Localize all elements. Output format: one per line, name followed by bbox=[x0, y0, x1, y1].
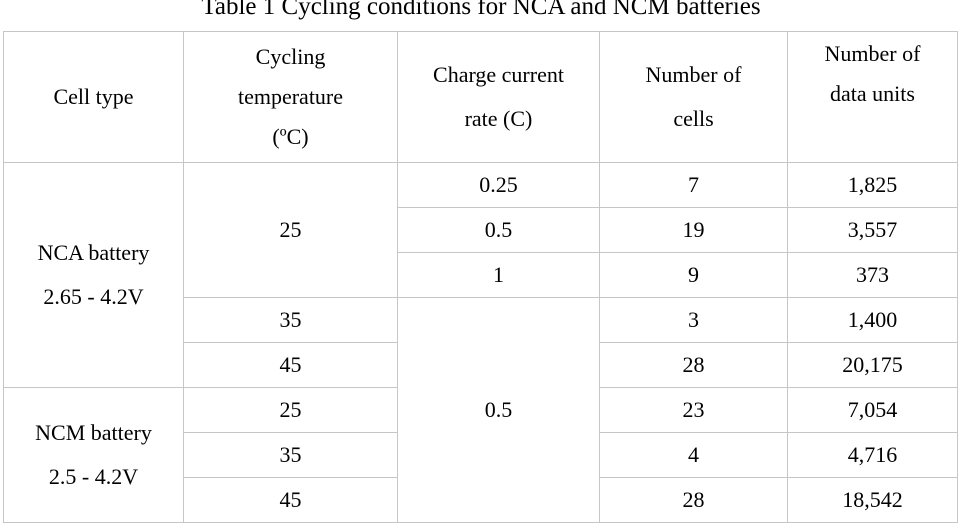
units-cell: 4,716 bbox=[787, 432, 958, 478]
header-temp-line-1: Cycling bbox=[255, 44, 326, 69]
units-cell: 20,175 bbox=[787, 342, 958, 388]
group-nca-battery: NCA battery 2.65 - 4.2V bbox=[3, 162, 184, 388]
table-row: NCA battery 2.65 - 4.2V 25 0.25 7 1,825 bbox=[3, 162, 958, 388]
header-units-line-2: data units bbox=[830, 81, 915, 106]
group-ncm-line-2: 2.5 - 4.2V bbox=[48, 464, 139, 489]
header-temp-line-3: (ºC) bbox=[272, 124, 309, 149]
temp-cell: 45 bbox=[183, 477, 398, 523]
temp-cell: 25 bbox=[183, 162, 398, 298]
cells-cell: 28 bbox=[599, 477, 788, 523]
temp-cell: 35 bbox=[183, 297, 398, 343]
units-cell: 1,825 bbox=[787, 162, 958, 208]
cells-cell: 4 bbox=[599, 432, 788, 478]
cells-cell: 3 bbox=[599, 297, 788, 343]
cycling-conditions-table: Cell type Cycling temperature (ºC) Charg… bbox=[3, 31, 958, 523]
group-ncm-battery: NCM battery 2.5 - 4.2V bbox=[3, 387, 184, 523]
rate-cell: 0.5 bbox=[397, 297, 600, 523]
group-ncm-line-1: NCM battery bbox=[35, 420, 152, 445]
units-cell: 18,542 bbox=[787, 477, 958, 523]
temp-cell: 25 bbox=[183, 387, 398, 433]
units-cell: 1,400 bbox=[787, 297, 958, 343]
table-row: 1 9 373 bbox=[4, 252, 958, 298]
units-cell: 3,557 bbox=[787, 207, 958, 253]
header-cycling-temperature: Cycling temperature (ºC) bbox=[183, 31, 398, 163]
header-cell-type: Cell type bbox=[3, 31, 184, 163]
table-row: 45 28 20,175 bbox=[4, 342, 958, 388]
header-units-line-1: Number of bbox=[824, 41, 921, 66]
header-number-of-data-units: Number of data units bbox=[787, 31, 958, 163]
header-rate-line-2: rate (C) bbox=[464, 106, 533, 131]
header-number-of-cells: Number of cells bbox=[599, 31, 788, 163]
temp-cell: 35 bbox=[183, 432, 398, 478]
cells-cell: 23 bbox=[599, 387, 788, 433]
rate-cell: 0.5 bbox=[397, 207, 600, 253]
rate-cell: 1 bbox=[397, 252, 600, 298]
table-row: 45 28 18,542 bbox=[4, 477, 958, 523]
table-row: 0.5 19 3,557 bbox=[4, 207, 958, 253]
table-row: NCM battery 2.5 - 4.2V 25 23 7,054 bbox=[3, 387, 958, 523]
header-temp-line-2: temperature bbox=[237, 84, 344, 109]
header-rate-line-1: Charge current bbox=[433, 62, 564, 87]
table-row: 35 0.5 3 1,400 bbox=[4, 297, 958, 523]
header-cell-type-label: Cell type bbox=[53, 84, 134, 109]
units-cell: 373 bbox=[787, 252, 958, 298]
temp-cell: 45 bbox=[183, 342, 398, 388]
group-nca-line-1: NCA battery bbox=[37, 240, 150, 265]
table-caption: Table 1 Cycling conditions for NCA and N… bbox=[201, 0, 761, 20]
header-cells-line-1: Number of bbox=[645, 62, 742, 87]
cells-cell: 28 bbox=[599, 342, 788, 388]
header-cells-line-2: cells bbox=[673, 106, 714, 131]
cells-cell: 7 bbox=[599, 162, 788, 208]
rate-cell: 0.25 bbox=[397, 162, 600, 208]
cells-cell: 19 bbox=[599, 207, 788, 253]
header-row: Cell type Cycling temperature (ºC) Charg… bbox=[3, 31, 958, 163]
units-cell: 7,054 bbox=[787, 387, 958, 433]
cells-cell: 9 bbox=[599, 252, 788, 298]
group-nca-line-2: 2.65 - 4.2V bbox=[43, 284, 144, 309]
header-charge-rate: Charge current rate (C) bbox=[397, 31, 600, 163]
